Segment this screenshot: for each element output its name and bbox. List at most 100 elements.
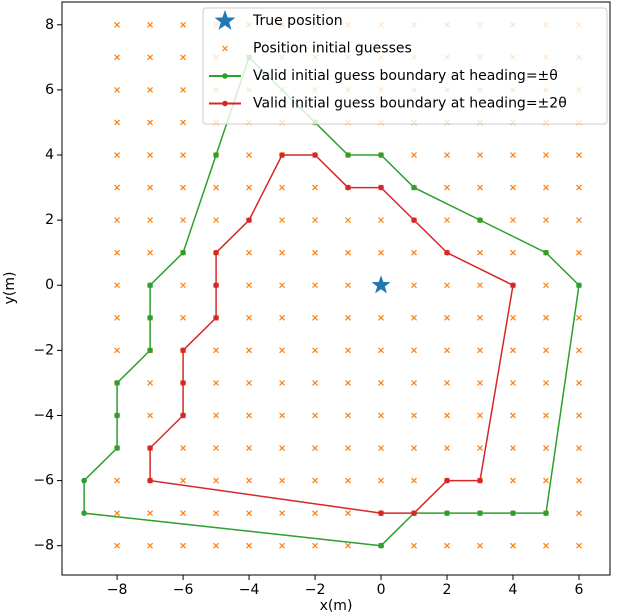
x-marker [411, 249, 417, 256]
y-tick-label: −2 [33, 342, 54, 358]
point-marker [114, 380, 120, 386]
legend-label: Valid initial guess boundary at heading=… [253, 68, 558, 84]
x-tick-label: 6 [575, 582, 584, 598]
star-marker [214, 10, 236, 30]
x-marker [180, 314, 187, 321]
x-marker [114, 119, 121, 126]
point-marker [378, 542, 384, 549]
x-marker [576, 314, 582, 321]
x-marker [213, 542, 219, 549]
x-marker [345, 249, 351, 256]
point-marker [378, 152, 384, 158]
x-marker [543, 217, 549, 224]
x-marker [510, 379, 516, 386]
x-marker [147, 217, 154, 224]
x-marker [312, 510, 318, 517]
boundary-line [83, 55, 580, 547]
x-marker [246, 249, 252, 256]
x-marker [114, 314, 121, 321]
point-marker [180, 412, 186, 419]
point-marker [411, 184, 417, 191]
point-marker [147, 477, 153, 484]
point-marker [576, 282, 582, 289]
legend-label: True position [252, 13, 343, 29]
point-marker [147, 282, 153, 289]
plot-frame [61, 1, 611, 576]
point-marker [411, 510, 417, 516]
x-marker [576, 152, 582, 158]
x-marker [444, 347, 450, 354]
x-marker [477, 445, 483, 451]
x-marker [444, 445, 450, 451]
x-marker [114, 510, 121, 517]
y-tick-label: 4 [45, 147, 54, 163]
x-marker [378, 412, 384, 419]
x-marker [477, 347, 483, 354]
x-marker [411, 347, 417, 354]
x-marker [312, 184, 318, 191]
x-marker [114, 477, 121, 484]
x-marker [246, 184, 252, 191]
x-marker [147, 119, 154, 126]
x-marker [246, 347, 252, 354]
x-marker [114, 282, 121, 289]
x-marker [246, 314, 252, 321]
x-marker [246, 445, 252, 451]
x-marker [246, 510, 252, 517]
x-marker [345, 314, 351, 321]
x-marker [444, 282, 450, 289]
x-marker [312, 379, 318, 386]
y-tick-label: 2 [45, 212, 54, 228]
point-marker [147, 315, 153, 321]
x-marker [246, 152, 252, 158]
x-tick-label: 4 [509, 582, 518, 598]
point-marker [345, 152, 351, 158]
x-marker [180, 217, 187, 224]
x-marker [312, 412, 318, 419]
star-marker [371, 275, 391, 294]
x-marker [345, 445, 351, 451]
y-tick-label: −8 [33, 538, 54, 554]
x-marker [477, 314, 483, 321]
x-marker [444, 217, 450, 224]
x-marker [114, 86, 121, 93]
x-marker [147, 249, 154, 256]
x-marker [114, 249, 121, 256]
x-marker [444, 184, 450, 191]
x-marker [576, 249, 582, 256]
x-marker [180, 152, 187, 158]
x-marker [411, 314, 417, 321]
x-marker [279, 542, 285, 549]
x-marker [477, 379, 483, 386]
x-marker [279, 347, 285, 354]
x-marker [411, 477, 417, 484]
x-marker [543, 379, 549, 386]
x-marker [114, 542, 121, 549]
x-marker [213, 347, 219, 354]
x-marker [180, 21, 187, 28]
y-tick-label: 6 [45, 82, 54, 98]
x-marker [576, 379, 582, 386]
x-marker [147, 412, 154, 419]
y-tick-label: 8 [45, 17, 54, 33]
x-marker [543, 184, 549, 191]
x-marker [312, 217, 318, 224]
x-marker [510, 477, 516, 484]
x-marker [147, 184, 154, 191]
x-marker [147, 86, 154, 93]
x-marker [180, 282, 187, 289]
point-marker [213, 152, 219, 158]
x-marker [510, 249, 516, 256]
point-marker [147, 347, 153, 354]
point-marker [312, 152, 318, 158]
point-marker [213, 282, 219, 289]
x-marker [411, 379, 417, 386]
x-marker [279, 510, 285, 517]
x-marker [378, 314, 384, 321]
x-marker [180, 86, 187, 93]
x-marker [576, 412, 582, 419]
x-marker [510, 412, 516, 419]
x-marker [114, 217, 121, 224]
x-marker [180, 445, 187, 451]
